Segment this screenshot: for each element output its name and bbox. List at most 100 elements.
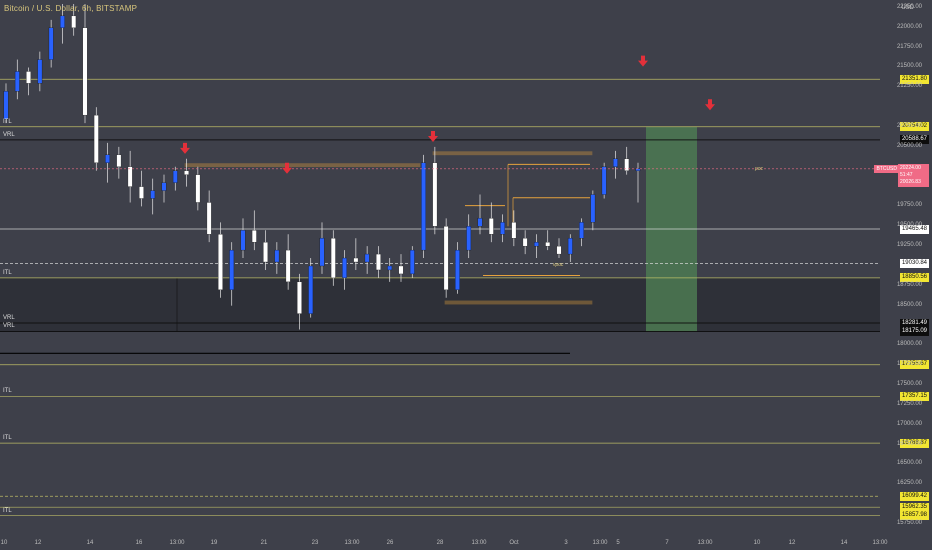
candle-body [308,265,314,314]
candle-body [251,230,257,243]
y-axis-tick: 18000.00 [896,341,922,348]
y-axis-tick: 16500.00 [896,460,922,467]
x-axis-tick: 13:00 [697,540,713,546]
price-label: 16768.87 [899,438,929,448]
supply-zone [444,300,593,305]
candle-body [195,174,201,203]
candle-body [590,194,596,223]
current-price-label: 20224.00 51:47 20026.83 [898,163,929,187]
candle-body [127,166,133,187]
candle-body [398,265,404,275]
down-arrow-icon [180,142,190,154]
poc-label: poc [755,165,764,172]
candle-body [26,71,31,84]
price-label: 15962.35 [899,502,929,512]
level-label: ITL [3,118,12,125]
candle-body [82,27,88,116]
y-axis-tick: 21250.00 [896,83,922,90]
candle-body [161,182,167,191]
price-label: 21351.80 [899,74,929,84]
price-label: 20754.02 [899,122,929,132]
bar-countdown: 51:47 [900,171,913,178]
down-arrow-icon [428,131,438,143]
y-axis-tick: 17750.00 [896,361,922,368]
price-label: 17755.67 [899,360,929,370]
candle-body [274,249,280,263]
candle-body [297,281,302,314]
x-axis-tick: 13:00 [471,540,487,546]
supply-zone [184,163,421,168]
candle-body [522,238,528,247]
candle-body [240,230,246,251]
candle-body [3,91,9,120]
candle-body [635,168,641,171]
candle-body [488,218,494,235]
vpoc-label: vpoc [553,261,564,268]
x-axis-tick: 26 [386,540,394,546]
level-label: ITL [3,269,12,276]
candle-body [534,242,539,247]
y-axis-tick: 18750.00 [896,281,922,288]
candle-body [376,253,381,271]
x-axis-tick: 14 [840,540,848,546]
level-label: ITL [3,435,12,442]
price-label: 18281.49 [899,318,929,328]
candle-body [229,249,235,290]
candle-body [364,253,370,263]
candle-body [443,226,449,290]
candle-body [48,27,54,60]
price-label: 19030.84 [899,259,929,269]
candle-body [184,170,189,175]
x-axis-tick: 28 [436,540,444,546]
price-label: 19465.48 [899,224,929,234]
current-alt-price: 20026.83 [900,178,921,185]
candle-body [330,238,336,279]
candle-body [71,15,77,28]
current-price-value: 20224.00 [900,164,921,171]
x-axis-tick: Oct [509,540,519,546]
x-axis-tick: 13:00 [592,540,608,546]
candle-body [285,249,291,283]
candle-body [218,234,223,290]
y-axis-tick: 19750.00 [896,202,922,209]
candle-body [601,166,607,195]
y-axis-tick: 15750.00 [896,520,922,527]
x-axis-tick: 13:00 [872,540,888,546]
x-axis-tick: 16 [135,540,143,546]
down-arrow-icon [282,162,292,174]
down-arrow-icon [638,55,648,67]
y-axis-tick: 17000.00 [896,420,922,427]
price-label: 18850.56 [899,273,929,283]
candle-body [613,158,618,167]
candle-body [421,162,426,251]
x-axis-tick: 14 [86,540,94,546]
candle-body [37,59,43,84]
chart-title: Bitcoin / U.S. Dollar, 6h, BITSTAMP [4,4,138,13]
candle-body [579,222,584,239]
candle-body [116,154,122,167]
y-axis-tick: 19250.00 [896,242,922,249]
supply-zone [432,151,593,156]
y-axis-tick: 19500.00 [896,222,922,229]
candle-body [105,154,110,163]
candle-body [93,114,99,163]
price-label: 15857.98 [899,510,929,520]
price-label: 17357.15 [899,391,929,401]
y-axis-tick: 21500.00 [896,63,922,70]
level-label: VRL [3,315,15,322]
candle-body [139,186,144,199]
x-axis-tick: 13:00 [169,540,185,546]
candle-body [567,238,573,255]
candle-body [353,257,359,263]
y-axis-tick: 17500.00 [896,381,922,388]
currency-label: USD [901,5,914,11]
price-label: 16099.42 [899,491,929,501]
candle-body [387,265,393,271]
x-axis-tick: 19 [210,540,218,546]
candle-body [511,222,517,239]
level-label: VRL [3,323,15,330]
y-axis-tick: 20750.00 [896,123,922,130]
x-axis-tick: 7 [665,540,669,546]
